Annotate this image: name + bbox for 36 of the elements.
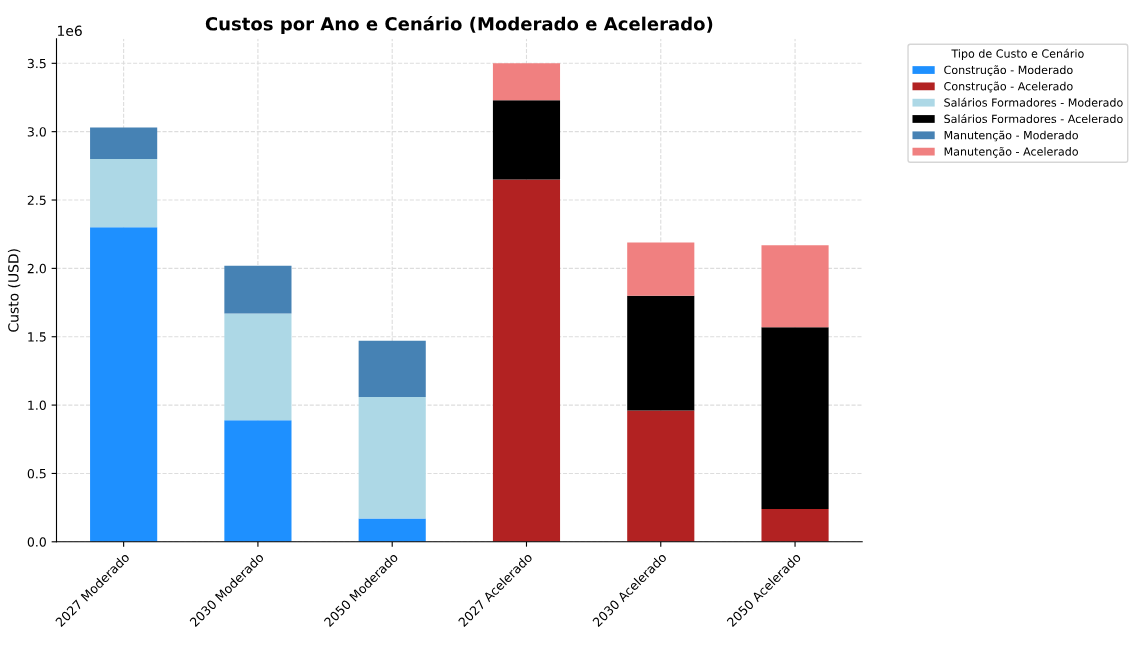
bar (492, 63, 561, 101)
bar (761, 327, 829, 509)
text: 1e6 (58, 25, 82, 37)
y-axis-title: Custo (USD) (7, 249, 21, 332)
bar (90, 159, 158, 228)
chart-title: Custos por Ano e Cenário (Moderado e Acelerado) (205, 15, 713, 35)
bar (358, 340, 426, 397)
legend-label: Salários Formadores - Moderado (944, 97, 1123, 107)
bar (90, 127, 158, 160)
bar (224, 265, 292, 314)
y-tick-label: 0.5 (27, 468, 46, 479)
y-tick-label: 1.5 (28, 332, 46, 342)
legend-title: Tipo de Custo e Cenário (951, 48, 1084, 60)
bar (627, 295, 695, 411)
y-tick-label: 2.5 (27, 195, 46, 205)
legend-label: Construção - Acelerado (944, 81, 1073, 93)
bar (224, 420, 292, 542)
y-tick-label: 3.0 (27, 127, 46, 137)
y-tick-label: 2.0 (27, 263, 46, 274)
y-tick-label: 1.0 (28, 400, 46, 411)
bar (627, 242, 695, 296)
bar (627, 410, 695, 542)
bar (761, 508, 829, 542)
bar (492, 179, 561, 542)
legend-label: Salários Formadores - Acelerado (944, 113, 1123, 124)
bar (90, 227, 158, 542)
legend-label: Manutenção - Acelerado (944, 146, 1078, 158)
bar (358, 396, 426, 519)
legend-label: Construção - Moderado (944, 65, 1073, 77)
bar (224, 313, 292, 421)
y-tick-label: 0.0 (27, 537, 46, 547)
legend-label: Manutenção - Moderado (944, 130, 1078, 142)
bar (358, 518, 426, 542)
bar (761, 245, 829, 328)
y-tick-label: 3.5 (27, 58, 46, 69)
bar (492, 100, 561, 180)
